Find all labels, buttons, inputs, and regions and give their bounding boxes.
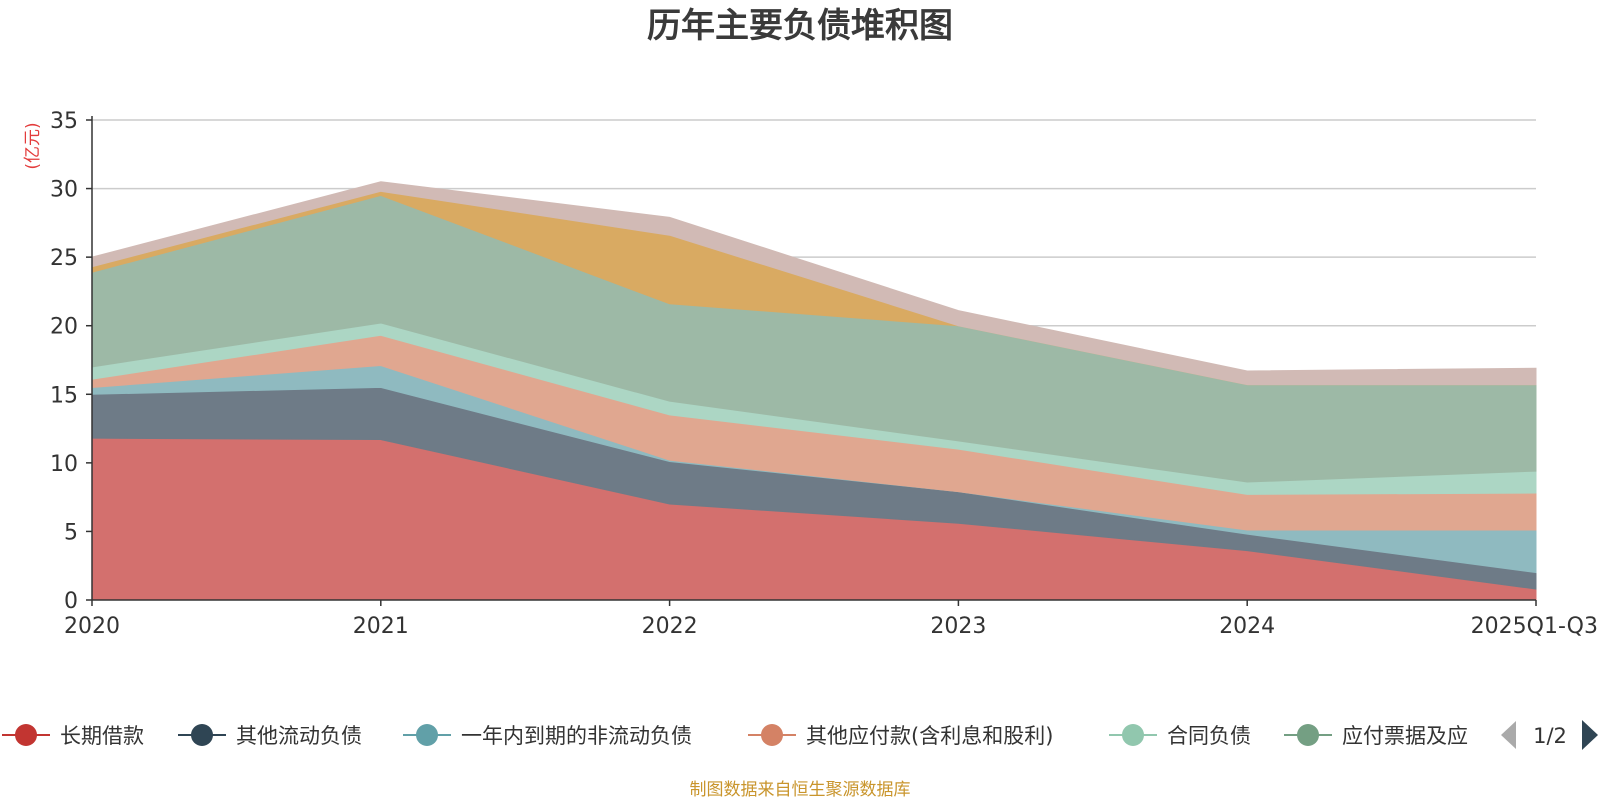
- y-tick-label: 10: [50, 452, 78, 477]
- legend-item[interactable]: 一年内到期的非流动负债: [403, 724, 692, 748]
- legend-item[interactable]: 合同负债: [1109, 724, 1251, 748]
- legend[interactable]: 长期借款 其他流动负债 一年内到期的非流动负债 其他应付款(含利息和股利) 合同负债 应付…: [2, 720, 1598, 750]
- legend-marker: [1297, 724, 1319, 746]
- y-axis-unit-label: (亿元): [23, 122, 43, 169]
- chart-title: 历年主要负债堆积图: [647, 6, 953, 46]
- legend-marker: [191, 724, 213, 746]
- data-source-note: 制图数据来自恒生聚源数据库: [690, 780, 911, 800]
- legend-item[interactable]: 应付票据及应: [1284, 724, 1468, 748]
- x-tick-label: 2020: [64, 614, 120, 639]
- legend-marker: [416, 724, 438, 746]
- legend-prev-page-icon[interactable]: [1501, 721, 1516, 749]
- y-tick-label: 35: [50, 109, 78, 134]
- x-tick-label: 2024: [1219, 614, 1275, 639]
- legend-marker: [1122, 724, 1144, 746]
- legend-label: 一年内到期的非流动负债: [461, 724, 692, 748]
- legend-label: 应付票据及应: [1342, 724, 1468, 748]
- legend-next-page-icon[interactable]: [1582, 720, 1598, 750]
- legend-marker: [15, 724, 37, 746]
- area-series-8: [91, 181, 1537, 386]
- y-tick-label: 30: [50, 178, 78, 203]
- axes: 0 5 10 15 20 25 30 35 2020 2021 2022 2023 2024 2025Q1…: [50, 109, 1598, 639]
- legend-page-indicator: 1/2: [1533, 724, 1567, 748]
- legend-label: 其他应付款(含利息和股利): [806, 724, 1053, 748]
- legend-label: 长期借款: [60, 724, 144, 748]
- y-tick-label: 0: [64, 589, 78, 614]
- legend-label: 其他流动负债: [236, 724, 362, 748]
- legend-label: 合同负债: [1167, 724, 1251, 748]
- legend-marker: [761, 724, 783, 746]
- legend-item[interactable]: 其他流动负债: [178, 724, 362, 748]
- x-tick-label: 2021: [353, 614, 409, 639]
- area-series: [91, 181, 1537, 601]
- y-tick-label: 25: [50, 246, 78, 271]
- x-tick-label: 2022: [642, 614, 698, 639]
- x-tick-label: 2025Q1-Q3: [1471, 614, 1598, 639]
- legend-item[interactable]: 长期借款: [2, 724, 144, 748]
- y-tick-label: 15: [50, 383, 78, 408]
- x-tick-label: 2023: [930, 614, 986, 639]
- legend-item[interactable]: 其他应付款(含利息和股利): [748, 724, 1053, 748]
- y-tick-label: 20: [50, 315, 78, 340]
- y-tick-label: 5: [64, 520, 78, 545]
